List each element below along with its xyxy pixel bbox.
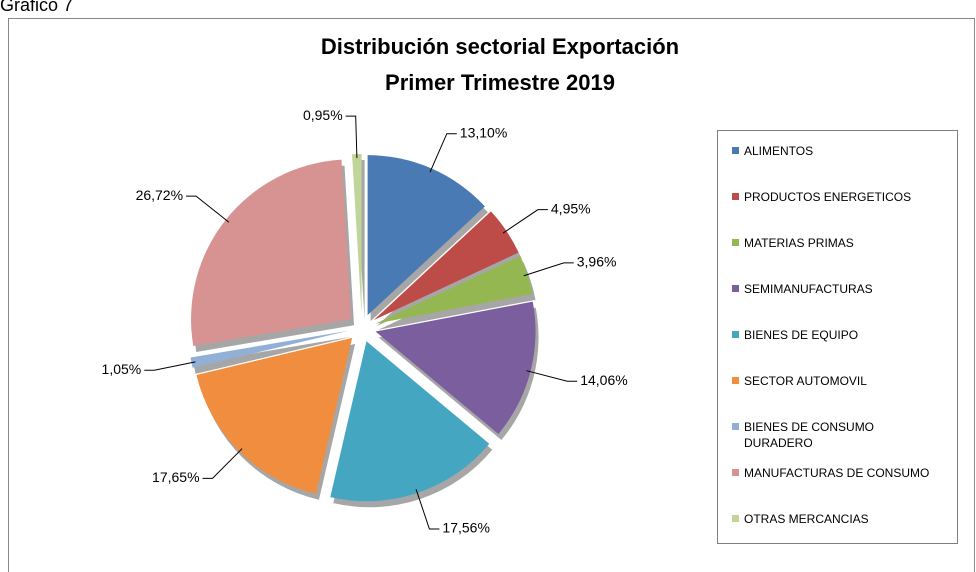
legend-swatch	[732, 285, 739, 292]
data-label: 17,56%	[442, 520, 489, 536]
data-label: 17,65%	[152, 469, 199, 485]
legend-label: SECTOR AUTOMOVIL	[744, 374, 867, 388]
legend-label: MANUFACTURAS DE CONSUMO	[744, 466, 930, 480]
leader-line	[526, 370, 578, 382]
leader-line	[186, 195, 230, 223]
data-label: 14,06%	[580, 372, 627, 388]
pie-slice	[367, 155, 485, 316]
pie-slice	[190, 330, 349, 368]
data-label: 0,95%	[303, 107, 343, 123]
legend-item: MATERIAS PRIMAS	[732, 235, 957, 281]
legend-label: PRODUCTOS ENERGETICOS	[744, 190, 912, 204]
legend-swatch	[732, 239, 739, 246]
legend-item: ALIMENTOS	[732, 143, 957, 189]
legend-swatch	[732, 377, 739, 384]
pie-slice	[373, 211, 519, 321]
legend-swatch	[732, 423, 739, 430]
chart-subtitle: Primer Trimestre 2019	[385, 70, 615, 95]
leader-line	[502, 209, 548, 234]
legend-item: PRODUCTOS ENERGETICOS	[732, 189, 957, 235]
leader-line	[429, 133, 457, 173]
pie-slice	[375, 301, 536, 435]
pie-slice	[352, 154, 362, 315]
legend-swatch	[732, 515, 739, 522]
legend-label: MATERIAS PRIMAS	[744, 236, 854, 250]
data-label: 4,95%	[551, 200, 591, 216]
legend-item: MANUFACTURAS DE CONSUMO	[732, 465, 957, 511]
pie-slice-shadow	[193, 336, 352, 374]
legend-label: OTRAS MERCANCIAS	[744, 512, 869, 526]
pie-slice	[191, 159, 352, 347]
legend-item: BIENES DE CONSUMO DURADERO	[732, 419, 957, 465]
legend: ALIMENTOS PRODUCTOS ENERGETICOS MATERIAS P…	[717, 130, 958, 544]
leader-line	[523, 262, 574, 277]
legend-swatch	[732, 147, 739, 154]
legend-label: SEMIMANUFACTURAS	[744, 282, 873, 296]
legend-swatch	[732, 469, 739, 476]
pie-slice	[196, 337, 353, 494]
caption: Gráfico 7	[0, 0, 73, 15]
data-label: 3,96%	[577, 254, 617, 270]
legend-item: OTRAS MERCANCIAS	[732, 511, 957, 557]
leader-line	[202, 448, 243, 479]
legend-item: SEMIMANUFACTURAS	[732, 281, 957, 327]
legend-item: BIENES DE EQUIPO	[732, 327, 957, 373]
pie-slice	[330, 341, 490, 502]
legend-label: BIENES DE CONSUMO DURADERO	[744, 420, 875, 450]
legend-swatch	[732, 331, 739, 338]
data-label: 1,05%	[102, 361, 142, 377]
data-label: 13,10%	[460, 124, 507, 140]
legend-item: SECTOR AUTOMOVIL	[732, 373, 957, 419]
data-label: 26,72%	[136, 187, 183, 203]
chart-title: Distribución sectorial Exportación	[321, 34, 679, 59]
legend-label: BIENES DE EQUIPO	[744, 328, 859, 342]
legend-swatch	[732, 193, 739, 200]
leader-line	[415, 489, 440, 530]
leader-line	[345, 115, 358, 159]
pie-slice	[375, 256, 533, 324]
leader-line	[144, 361, 196, 371]
legend-label: ALIMENTOS	[744, 144, 814, 158]
